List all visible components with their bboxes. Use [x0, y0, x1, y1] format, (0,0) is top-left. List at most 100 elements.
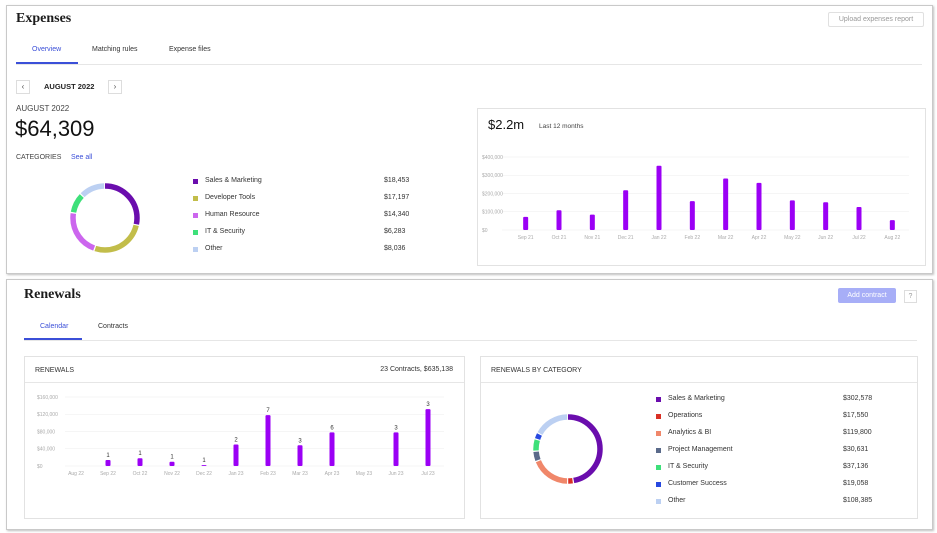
legend-label: IT & Security: [668, 463, 708, 470]
upload-expenses-button[interactable]: Upload expenses report: [828, 12, 924, 27]
y-tick-label: $200,000: [482, 191, 503, 197]
tabs-divider: [24, 340, 917, 341]
legend-swatch: [193, 196, 198, 201]
add-contract-button[interactable]: Add contract: [838, 288, 896, 303]
legend-swatch: [656, 431, 661, 436]
total-amount: $64,309: [15, 116, 95, 141]
data-label: 2: [234, 437, 238, 443]
donut-segment[interactable]: [70, 183, 140, 253]
bar[interactable]: [889, 220, 895, 230]
y-tick-label: $40,000: [37, 447, 55, 453]
bar[interactable]: [756, 182, 762, 230]
expenses-donut: [70, 183, 140, 253]
legend-row: Sales & Marketing $18,453: [193, 177, 413, 187]
legend-value: $6,283: [384, 228, 406, 235]
bar[interactable]: [233, 444, 239, 466]
bar[interactable]: [523, 216, 529, 230]
prev-month-button[interactable]: ‹: [16, 80, 30, 94]
see-all-link[interactable]: See all: [71, 154, 93, 161]
bar[interactable]: [169, 461, 175, 466]
x-tick-label: Dec 22: [196, 471, 212, 477]
x-tick-label: Jan 22: [651, 235, 666, 241]
legend-row: Operations $17,550: [656, 412, 881, 422]
legend-label: IT & Security: [205, 228, 245, 235]
legend-value: $37,136: [843, 463, 869, 470]
data-label: 6: [330, 425, 334, 431]
y-tick-label: $400,000: [482, 155, 503, 161]
legend-row: IT & Security $6,283: [193, 228, 413, 238]
legend-label: Sales & Marketing: [668, 395, 725, 402]
bar[interactable]: [393, 432, 399, 466]
tab-calendar[interactable]: Calendar: [40, 323, 69, 330]
legend-value: $30,631: [843, 446, 869, 453]
donut-segment[interactable]: [70, 183, 140, 253]
legend-swatch: [193, 213, 198, 218]
bar[interactable]: [823, 202, 829, 230]
expenses-legend: Sales & Marketing $18,453 Developer Tools…: [193, 177, 413, 262]
bar[interactable]: [297, 445, 303, 466]
data-label: 3: [426, 402, 430, 408]
bar[interactable]: [689, 201, 695, 230]
tab-expense-files[interactable]: Expense files: [169, 46, 211, 53]
legend-label: Human Resource: [205, 211, 260, 218]
tab-matching-rules[interactable]: Matching rules: [92, 46, 138, 53]
x-tick-label: Aug 22: [884, 235, 900, 241]
legend-row: Other $108,385: [656, 497, 881, 507]
bar[interactable]: [656, 165, 662, 230]
donut-segment[interactable]: [70, 183, 140, 253]
bar[interactable]: [589, 214, 595, 230]
tab-overview[interactable]: Overview: [32, 46, 62, 53]
y-tick-label: $120,000: [37, 412, 58, 418]
x-tick-label: Sep 22: [100, 471, 116, 477]
expenses-bar-chart: $0 $100,000 $200,000 $300,000 $400,000 Sep 21…: [482, 155, 909, 241]
data-label: 3: [394, 425, 398, 431]
bar[interactable]: [789, 200, 795, 230]
x-tick-label: Feb 22: [685, 235, 701, 241]
legend-value: $8,036: [384, 245, 406, 252]
tab-contracts[interactable]: Contracts: [98, 323, 128, 330]
bar[interactable]: [856, 207, 862, 230]
period-label: AUGUST 2022: [16, 104, 70, 113]
data-label: 1: [106, 453, 110, 459]
renewals-bar-chart: $0 $40,000 $80,000 $120,000 $160,000 Aug 22 Se…: [37, 395, 444, 477]
donut-segment[interactable]: [533, 414, 603, 484]
y-tick-label: $0: [37, 464, 43, 470]
bar[interactable]: [425, 409, 431, 466]
donut-segment[interactable]: [533, 414, 603, 484]
help-button[interactable]: ?: [904, 290, 917, 303]
legend-row: IT & Security $37,136: [656, 463, 881, 473]
bar[interactable]: [137, 458, 143, 466]
month-selector[interactable]: AUGUST 2022: [44, 82, 95, 91]
tab-active-indicator: [24, 338, 82, 340]
bar[interactable]: [105, 459, 111, 466]
panel-divider: [481, 382, 917, 383]
x-tick-label: Jun 23: [388, 471, 403, 477]
x-tick-label: Nov 22: [164, 471, 180, 477]
tab-active-indicator: [16, 62, 78, 64]
legend-swatch: [656, 482, 661, 487]
bar[interactable]: [329, 432, 335, 466]
legend-value: $119,800: [843, 429, 872, 436]
x-tick-label: Jul 23: [421, 471, 435, 477]
next-month-button[interactable]: ›: [108, 80, 122, 94]
data-label: 1: [170, 455, 174, 461]
x-tick-label: Aug 22: [68, 471, 84, 477]
x-tick-label: Feb 23: [260, 471, 276, 477]
renewals-by-category-panel: RENEWALS BY CATEGORY Sales & Marketing $3…: [480, 356, 918, 519]
legend-value: $14,340: [384, 211, 410, 218]
legend-label: Operations: [668, 412, 703, 419]
x-tick-label: May 22: [784, 235, 801, 241]
bar[interactable]: [623, 190, 629, 230]
bar[interactable]: [556, 210, 562, 230]
panel-divider: [25, 382, 464, 383]
y-tick-label: $100,000: [482, 210, 503, 216]
yearly-total: $2.2m: [488, 117, 525, 132]
x-tick-label: Dec 21: [618, 235, 634, 241]
legend-value: $18,453: [384, 177, 410, 184]
renewals-legend: Sales & Marketing $302,578 Operations $17,…: [656, 395, 881, 505]
legend-value: $302,578: [843, 395, 873, 402]
bar[interactable]: [265, 415, 271, 466]
legend-value: $17,550: [843, 412, 869, 419]
bar[interactable]: [723, 178, 729, 230]
bar[interactable]: [201, 465, 207, 466]
